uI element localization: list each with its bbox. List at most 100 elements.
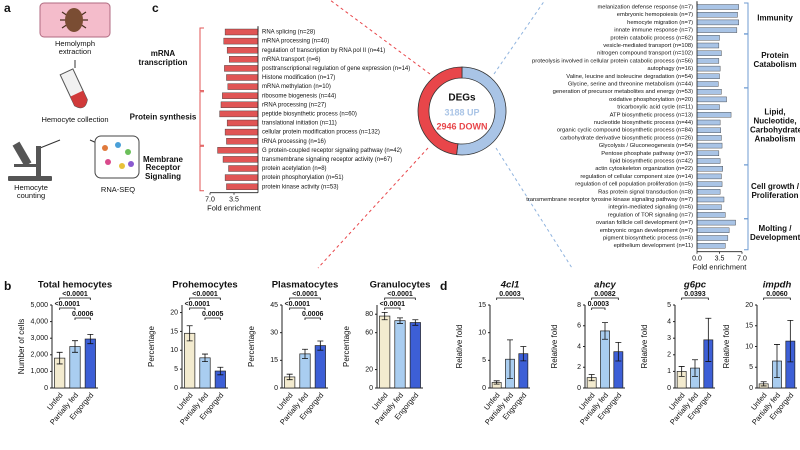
- error-bar: [381, 311, 388, 321]
- term-label: rRNA processing (n=27): [262, 102, 326, 108]
- y-tick-label: 4,000: [30, 318, 48, 325]
- term-bar: [226, 47, 259, 54]
- term-label: Glycine, serine and threonine metabolism…: [568, 82, 693, 88]
- term-label: ribosome biogenesis (n=44): [262, 93, 336, 99]
- p-value-label: <0.0001: [380, 301, 406, 308]
- term-label: regulation of TOR signaling (n=7): [608, 212, 693, 218]
- group-bracket: [199, 27, 204, 92]
- p-value-label: <0.0001: [387, 291, 413, 298]
- y-tick-label: 0: [577, 385, 581, 392]
- y-tick-label: 1: [667, 368, 671, 375]
- donut-segment: [417, 66, 463, 156]
- term-label: Ras protein signal transduction (n=8): [598, 189, 693, 195]
- significance-bracket: [591, 297, 619, 300]
- tick: [65, 8, 83, 32]
- bar: [199, 357, 211, 389]
- error-bar: [507, 339, 513, 379]
- term-bar: [696, 196, 725, 203]
- step-label: Hemocyte counting: [14, 183, 48, 201]
- tube: [59, 68, 88, 109]
- term-bar: [696, 212, 726, 218]
- y-tick-label: 20: [365, 366, 373, 373]
- p-value-label: <0.0001: [292, 291, 318, 298]
- significance-bracket: [59, 297, 91, 300]
- term-label: oxidative phosphorylation (n=20): [609, 97, 693, 103]
- group-label: Membrane Receptor Signaling: [142, 154, 183, 181]
- group-bracket: [744, 87, 749, 166]
- term-bar: [696, 235, 729, 241]
- group-bracket: [744, 2, 749, 35]
- step-label: RNA-SEQ: [100, 185, 136, 194]
- p-value-label: 0.0006: [302, 311, 324, 318]
- y-axis-label: Percentage: [342, 325, 351, 366]
- p-value-label: 0.0060: [766, 291, 788, 298]
- panel-label: a: [4, 1, 11, 15]
- term-bar: [696, 227, 730, 234]
- term-bar: [696, 173, 722, 180]
- term-bar: [228, 165, 259, 172]
- y-tick-label: 15: [270, 357, 278, 364]
- y-tick-label: 0: [482, 385, 486, 392]
- error-bar: [678, 366, 685, 377]
- term-bar: [696, 150, 720, 157]
- significance-bracket: [189, 307, 206, 310]
- term-label: posttranscriptional regulation of gene e…: [262, 66, 410, 72]
- y-axis-label: Relative fold: [722, 324, 731, 368]
- group-label: Molting / Development: [750, 224, 800, 243]
- error-bar: [493, 380, 500, 385]
- bar: [184, 332, 196, 389]
- y-tick-label: 3,000: [30, 335, 48, 342]
- x-tick-label: 0.0: [692, 256, 702, 263]
- term-label: G protein-coupled receptor signaling pat…: [262, 148, 402, 154]
- y-tick-label: 20: [170, 309, 178, 316]
- group-label: Lipid, Nucleotide, Carbohydrate Anabolis…: [750, 107, 800, 144]
- significance-bracket: [681, 297, 709, 300]
- term-bar: [222, 156, 259, 163]
- y-tick-label: 10: [170, 347, 178, 354]
- term-label: carbohydrate derivative biosynthetic pro…: [560, 135, 693, 141]
- group-bracket: [199, 91, 204, 146]
- term-label: ovarian follicle cell development (n=7): [596, 220, 693, 226]
- group-bracket: [744, 33, 749, 89]
- significance-bracket: [304, 317, 321, 320]
- y-tick-label: 2: [577, 364, 581, 371]
- p-value-label: 0.0003: [499, 291, 521, 298]
- term-label: epithelium development (n=11): [614, 243, 693, 249]
- term-bar: [696, 158, 721, 164]
- term-label: Histone modification (n=17): [262, 75, 335, 81]
- step-label: Hemolymph extraction: [54, 39, 95, 57]
- term-label: tRNA processing (n=16): [262, 139, 326, 145]
- term-bar: [696, 58, 720, 64]
- error-bar: [286, 373, 293, 381]
- term-label: Valine, leucine and isoleucine degradati…: [566, 74, 693, 80]
- significance-bracket: [763, 297, 791, 300]
- group-label: Immunity: [757, 13, 793, 23]
- term-bar: [228, 56, 259, 63]
- term-label: peptide biosynthetic process (n=60): [262, 111, 357, 117]
- term-label: organic cyclic compound biosynthetic pro…: [557, 128, 693, 134]
- bar: [379, 315, 391, 389]
- term-bar: [227, 83, 259, 90]
- error-bar: [602, 322, 608, 340]
- panel-label: d: [440, 279, 447, 293]
- error-bar: [705, 317, 712, 362]
- term-bar: [696, 4, 739, 10]
- term-label: innate immune response (n=7): [614, 28, 693, 34]
- term-bar: [217, 147, 259, 154]
- term-label: vesicle-mediated transport (n=108): [603, 43, 693, 49]
- connector: [317, 0, 431, 269]
- term-label: protein phosphorylation (n=51): [262, 175, 344, 181]
- chart-title: 4cl1: [500, 280, 520, 291]
- group-label: mRNA transcription: [138, 49, 188, 68]
- term-label: nitrogen compound transport (n=102): [597, 51, 693, 57]
- term-label: melanization defense response (n=7): [597, 5, 693, 11]
- group-bracket: [744, 218, 749, 251]
- x-tick-label: 7.0: [205, 197, 215, 204]
- term-bar: [696, 35, 720, 41]
- x-tick-label: 7.0: [737, 256, 747, 263]
- term-label: cellular protein modification process (n…: [262, 130, 380, 136]
- y-tick-label: 10: [478, 330, 486, 337]
- p-value-label: <0.0001: [185, 301, 211, 308]
- term-bar: [224, 28, 259, 36]
